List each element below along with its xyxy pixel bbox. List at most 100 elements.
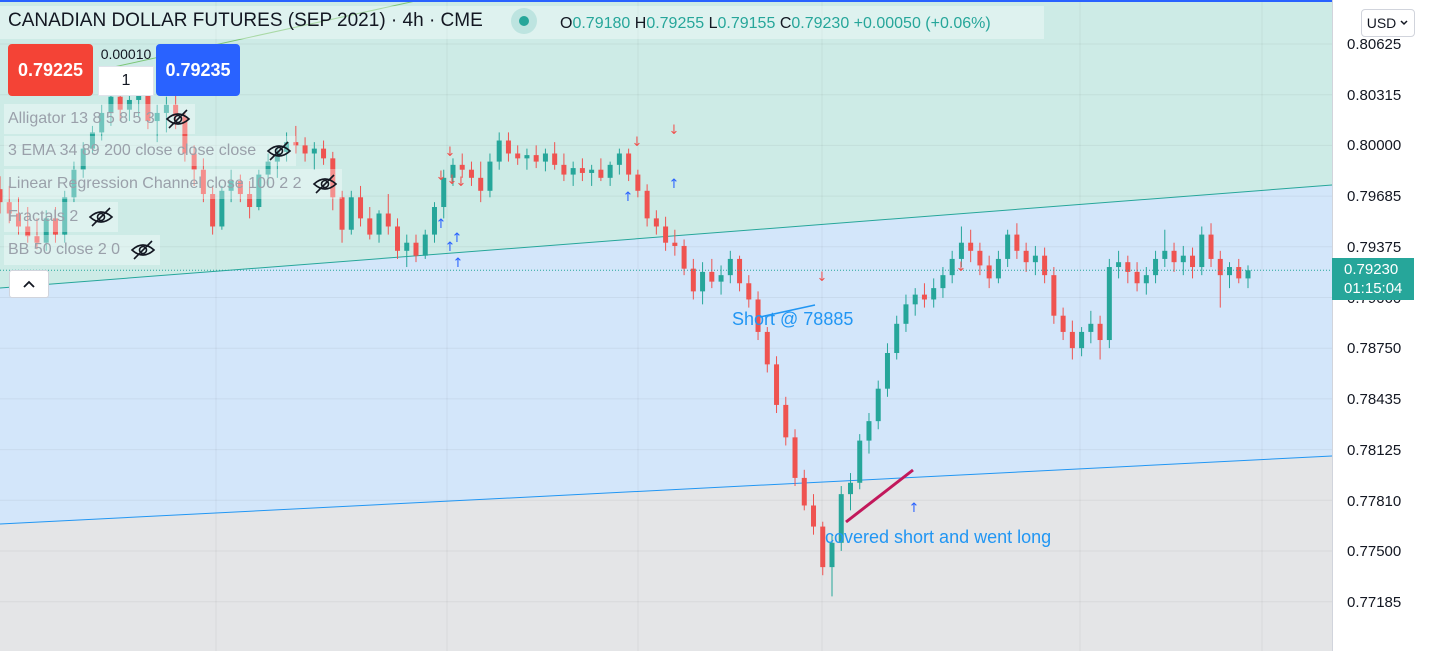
candle-body	[293, 142, 299, 146]
bar-countdown: 01:15:04	[1344, 280, 1403, 297]
candle-body	[413, 242, 419, 256]
ema-line	[99, 0, 421, 71]
price-tick: 0.80315	[1347, 87, 1402, 104]
indicator-alligator[interactable]: Alligator 13 8 5 8 5 3	[4, 104, 195, 134]
candle-body	[1060, 315, 1066, 332]
candle-body	[811, 505, 817, 527]
candle-body	[792, 437, 798, 478]
candle-body	[358, 197, 364, 219]
candle-body	[755, 299, 761, 332]
low-label: L	[708, 15, 718, 32]
candle-body	[191, 153, 197, 170]
short-annotation[interactable]: Short @ 78885	[732, 309, 854, 329]
upper-zone	[0, 0, 1332, 288]
price-axis[interactable]: 0.80625 0.80315 0.80000 0.79685 0.79375 …	[1332, 0, 1439, 651]
candle-body	[958, 242, 964, 259]
candle-body	[422, 234, 428, 256]
price-tick: 0.78750	[1347, 340, 1402, 357]
candle-body	[228, 181, 234, 191]
candle-body	[524, 155, 530, 159]
trade-marker-line	[845, 468, 914, 524]
candle-body	[237, 181, 243, 195]
fractal-up-arrow: ↑	[453, 256, 464, 271]
candle-body	[1106, 267, 1112, 341]
candle-body	[1171, 250, 1177, 263]
candle-body	[1125, 262, 1131, 272]
candle-body	[783, 404, 789, 438]
candle-body	[487, 161, 493, 191]
candle-body	[339, 197, 345, 230]
candle-body	[154, 112, 160, 122]
candle-body	[1190, 255, 1196, 268]
candle-body	[395, 226, 401, 251]
indicator-regression[interactable]: Linear Regression Channel close 100 2 2	[4, 169, 342, 199]
eye-off-icon[interactable]	[266, 140, 292, 162]
candle-body	[986, 265, 992, 279]
candle-body	[145, 93, 151, 122]
candle-body	[117, 96, 123, 110]
fractal-up-arrow: ↑	[909, 501, 920, 516]
market-open-icon[interactable]	[519, 16, 529, 26]
candle-body	[737, 258, 743, 284]
candle-body	[450, 164, 456, 178]
candle-body	[274, 151, 280, 162]
price-chart[interactable]: ↓↓↓↓ ↓↓↓↓↑↑↑↑↑↑↑	[0, 0, 1332, 651]
candle-body	[52, 218, 58, 235]
candle-body	[700, 271, 706, 292]
fractal-down-arrow: ↓	[436, 169, 447, 184]
candle-body	[441, 177, 447, 208]
indicator-fractals[interactable]: Fractals 2	[4, 202, 119, 232]
candle-body	[1236, 267, 1242, 279]
candle-body	[478, 177, 484, 191]
candle-body	[1079, 331, 1085, 349]
candle-body	[949, 258, 955, 276]
fractal-up-arrow: ↑	[452, 231, 463, 246]
candle-body	[533, 155, 539, 162]
fractal-up-arrow: ↑	[436, 217, 447, 232]
candle-body	[126, 99, 132, 110]
price-tick: 0.77185	[1347, 594, 1402, 611]
close-label: C	[779, 15, 792, 32]
candle-body	[875, 388, 881, 422]
candle-body	[404, 242, 410, 251]
candle-body	[468, 169, 474, 178]
candle-body	[857, 440, 863, 483]
candle-body	[644, 190, 650, 219]
eye-off-icon[interactable]	[130, 239, 156, 261]
indicator-bollinger[interactable]: BB 50 close 2 0	[4, 235, 161, 265]
symbol-title[interactable]: CANADIAN DOLLAR FUTURES (SEP 2021) · 4h …	[8, 10, 483, 31]
ohlc-values: O0.79180 H0.79255 L0.79155 C0.79230 +0.0…	[560, 15, 991, 33]
candle-body	[635, 174, 641, 191]
candle-body	[1162, 250, 1168, 259]
eye-off-icon[interactable]	[88, 206, 114, 228]
candle-body	[1217, 258, 1223, 276]
price-tick: 0.78435	[1347, 391, 1402, 408]
candle-body	[931, 288, 937, 300]
quantity-input[interactable]: 1	[98, 66, 154, 96]
fractal-down-arrow: ↓	[956, 260, 967, 275]
candle-body	[820, 526, 826, 568]
candle-body	[62, 197, 68, 235]
indicator-label: Fractals 2	[8, 208, 79, 225]
cover-annotation[interactable]: covered short and went long	[825, 527, 1052, 547]
price-tick: 0.79375	[1347, 239, 1402, 256]
candle-body	[847, 482, 853, 495]
collapse-legend-button[interactable]	[9, 270, 49, 298]
eye-off-icon[interactable]	[312, 173, 338, 195]
candle-body	[163, 104, 169, 113]
candle-body	[311, 148, 317, 154]
eye-off-icon[interactable]	[165, 108, 191, 130]
channel-lower-line	[0, 455, 1332, 525]
candle-body	[505, 140, 511, 154]
indicator-ema[interactable]: 3 EMA 34 89 200 close close close	[4, 136, 297, 166]
candle-body	[182, 116, 188, 154]
fractal-up-arrow: ↑	[623, 190, 634, 205]
low-value: 0.79155	[717, 15, 776, 32]
currency-select[interactable]: USD	[1361, 9, 1415, 37]
price-tick: 0.80000	[1347, 137, 1402, 154]
sell-button[interactable]: 0.79225	[8, 44, 93, 96]
buy-button[interactable]: 0.79235	[156, 44, 240, 96]
fractal-down-arrow: ↓	[456, 175, 467, 190]
candle-body	[1014, 234, 1020, 251]
